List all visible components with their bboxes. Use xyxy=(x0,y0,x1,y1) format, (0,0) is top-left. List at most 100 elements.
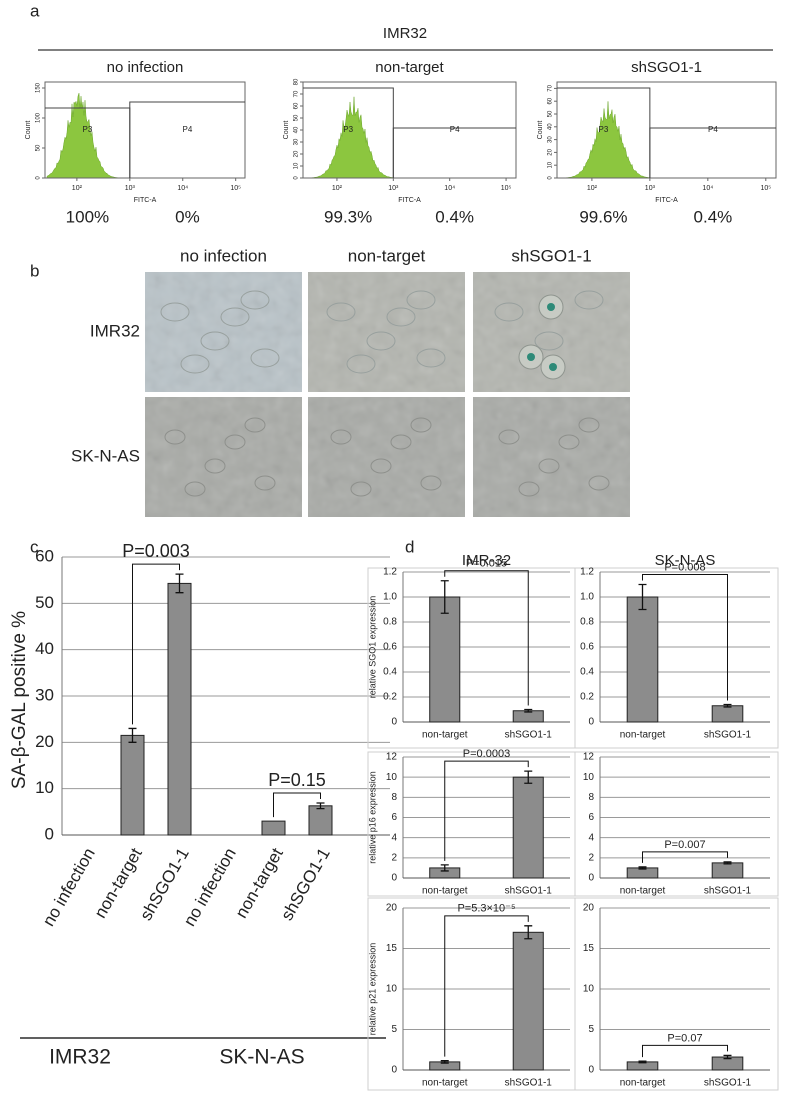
gate-label: P4 xyxy=(450,125,460,134)
flow-title: IMR32 xyxy=(383,25,427,42)
cell-outline xyxy=(498,429,520,445)
x-tick-label: 10³ xyxy=(388,185,399,192)
y-tick-label: 0.2 xyxy=(383,692,397,703)
x-tick-label: no infection xyxy=(39,845,99,930)
error-bar xyxy=(638,1060,647,1064)
bar xyxy=(512,776,544,879)
cell-outline xyxy=(244,417,266,433)
cell-outline xyxy=(240,290,270,310)
significance-bracket xyxy=(642,851,728,863)
gate-percent: 100% xyxy=(66,207,109,226)
cell-outline xyxy=(538,458,560,474)
panel-label: c xyxy=(30,537,39,556)
bar xyxy=(308,805,333,836)
error-bar xyxy=(723,1054,732,1060)
cell-outline xyxy=(200,331,230,351)
cell-outline xyxy=(416,348,446,368)
cell-outline xyxy=(346,354,376,374)
y-tick-label: 70 xyxy=(294,90,300,97)
x-tick-label: 10³ xyxy=(645,185,656,192)
cell-outline xyxy=(558,434,580,450)
cell-outline xyxy=(370,458,392,474)
y-axis-label: Count xyxy=(25,121,32,140)
y-tick-label: 12 xyxy=(386,752,398,763)
error-bar xyxy=(440,580,449,614)
column-title: no infection xyxy=(180,246,267,265)
cell-outline xyxy=(494,302,524,322)
x-tick-label: non-target xyxy=(620,886,666,897)
y-tick-label: 0.2 xyxy=(580,692,594,703)
y-tick-label: 15 xyxy=(386,943,398,954)
micrograph-texture xyxy=(473,397,630,517)
subplot-frame xyxy=(574,897,779,1091)
y-tick-label: 10 xyxy=(294,162,300,169)
x-tick-label: non-target xyxy=(422,730,468,741)
bar xyxy=(512,931,544,1071)
cell-outline xyxy=(350,481,372,497)
group-label: IMR32 xyxy=(49,1046,111,1069)
y-tick-label: 50 xyxy=(35,593,54,612)
significance-bracket xyxy=(642,574,728,701)
y-tick-label: 5 xyxy=(588,1024,594,1035)
gate-p4 xyxy=(129,101,245,178)
subplot-frame xyxy=(367,897,576,1091)
row-label: SK-N-AS xyxy=(71,446,140,465)
y-tick-label: 0 xyxy=(36,176,42,180)
y-tick-label: 80 xyxy=(294,78,300,85)
y-tick-label: 0 xyxy=(391,717,397,728)
y-tick-label: 50 xyxy=(294,114,300,121)
p-value: P=0.15 xyxy=(268,770,326,790)
micrograph-texture xyxy=(145,272,302,392)
row-label: IMR32 xyxy=(90,321,140,340)
panel-label: a xyxy=(30,1,40,20)
y-tick-label: 10 xyxy=(386,772,398,783)
x-tick-label: shSGO1-1 xyxy=(277,845,334,924)
y-tick-label: 40 xyxy=(35,639,54,658)
cell-outline xyxy=(254,475,276,491)
x-tick-label: 10² xyxy=(332,185,343,192)
y-tick-label: 2 xyxy=(588,852,594,863)
bar xyxy=(120,734,145,836)
bar xyxy=(429,596,461,723)
plot-frame xyxy=(556,81,777,179)
x-axis-label: FITC-A xyxy=(134,197,157,204)
y-tick-label: 60 xyxy=(294,102,300,109)
subplot-frame xyxy=(367,751,576,897)
y-tick-label: 150 xyxy=(36,82,42,93)
x-tick-label: non-target xyxy=(620,730,666,741)
column-title: shSGO1-1 xyxy=(511,246,591,265)
flow-plot-title: shSGO1-1 xyxy=(631,59,702,76)
stain xyxy=(527,353,535,361)
cell-outline xyxy=(390,434,412,450)
micrograph-texture xyxy=(145,397,302,517)
flow-plot-title: non-target xyxy=(375,59,444,76)
y-tick-label: 0 xyxy=(588,1065,594,1076)
p-value: P=0.008 xyxy=(664,561,705,573)
y-tick-label: 0 xyxy=(588,873,594,884)
bar xyxy=(711,705,744,723)
x-tick-label: non-target xyxy=(620,1078,666,1089)
p-value: P=5.3×10⁻⁵ xyxy=(457,903,515,915)
cell-outline xyxy=(534,331,564,351)
stain xyxy=(549,363,557,371)
cell-outline xyxy=(410,417,432,433)
x-tick-label: 10² xyxy=(587,185,598,192)
error-bar xyxy=(524,925,533,940)
y-tick-label: 4 xyxy=(391,832,397,843)
gate-p4 xyxy=(392,127,516,178)
p-value: P=0.0003 xyxy=(463,748,510,760)
cell-outline xyxy=(204,458,226,474)
cell-outline xyxy=(220,307,250,327)
error-bar xyxy=(524,770,533,784)
significance-bracket xyxy=(444,570,529,706)
y-tick-label: 1.0 xyxy=(383,592,397,603)
y-tick-label: 40 xyxy=(294,126,300,133)
y-tick-label: 30 xyxy=(294,138,300,145)
y-tick-label: 0 xyxy=(588,717,594,728)
column-title: non-target xyxy=(348,246,426,265)
cell-outline xyxy=(518,481,540,497)
y-tick-label: 1.2 xyxy=(580,567,594,578)
x-tick-label: 10⁴ xyxy=(444,185,455,192)
y-tick-label: 20 xyxy=(386,903,398,914)
x-tick-label: 10³ xyxy=(125,185,136,192)
